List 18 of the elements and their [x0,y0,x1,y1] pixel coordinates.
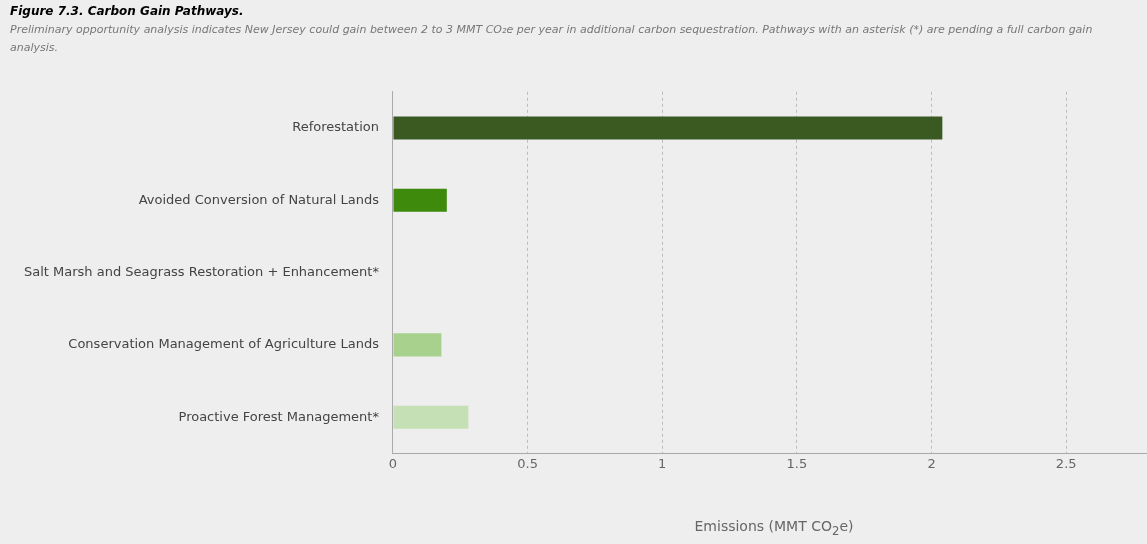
y-tick-label: Salt Marsh and Seagrass Restoration + Enhancement* [23,263,380,279]
y-tick-label: Conservation Management of Agriculture Lands [68,336,380,352]
y-tick-label: Avoided Conversion of Natural Lands [138,191,380,207]
text: Figure 7.3. Carbon Gain Pathways. [10,4,244,18]
x-tick-label: 1 [658,455,667,471]
bar [393,333,442,357]
bar [393,188,447,212]
x-tick-label: 0 [388,455,398,471]
x-tick-label: 2 [927,455,936,471]
bar [393,405,469,429]
y-tick-label: Reforestation [292,119,379,135]
x-tick-label: 0.5 [517,455,538,471]
chart-subtitle: Preliminary opportunity analysis indicates New Jersey could gain between 2 to 3 MMT CO₂e per year in additional carbon sequestration. Pathways with an asterisk (*) are pending a full carbon gain analysis. [10,22,1094,56]
x-axis-title: Emissions (MMT CO$_{2}$e) [693,518,855,538]
bar [393,116,943,140]
x-tick-label: 2.5 [1055,455,1077,471]
x-tick-label: 1.5 [786,455,808,471]
y-tick-label: Proactive Forest Management* [178,408,380,424]
